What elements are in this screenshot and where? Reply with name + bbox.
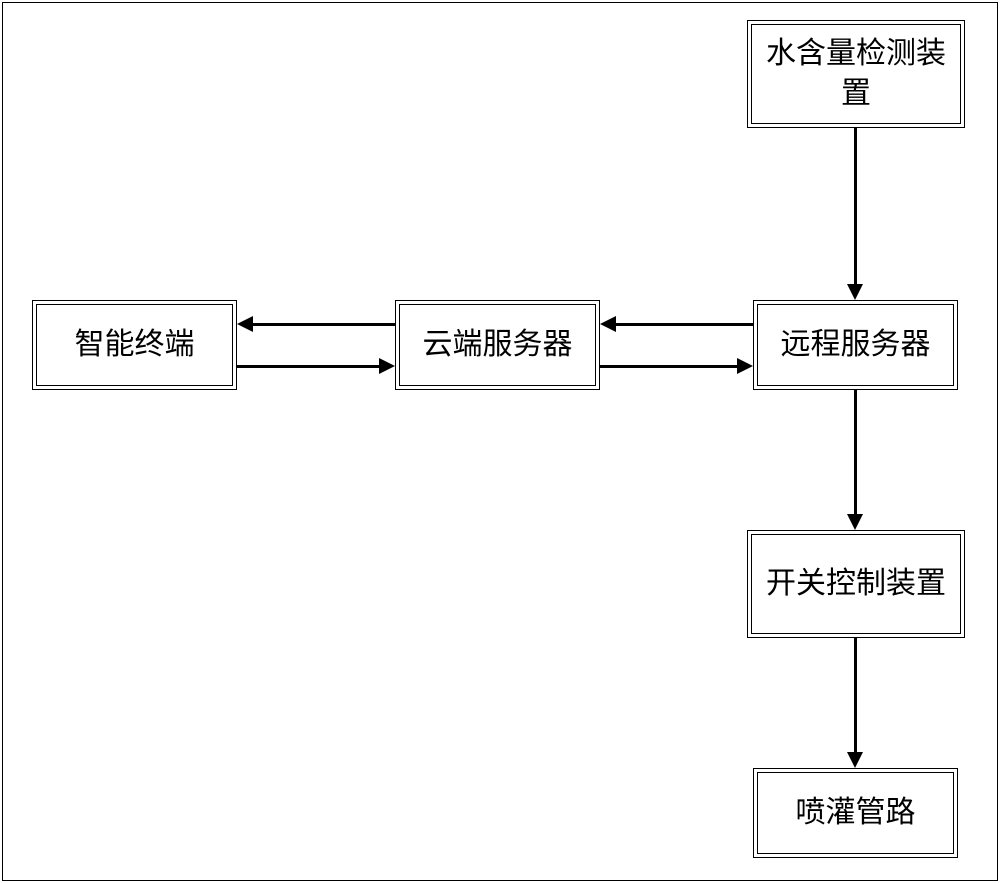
edge-cloud_server-to-smart_terminal [253,323,395,326]
edge-switch_ctrl-to-irrigation [854,638,857,752]
arrowhead-icon [847,514,863,530]
node-remote_server: 远程服务器 [753,300,958,390]
edge-water_detect-to-remote_server [854,128,857,284]
node-label-water_detect: 水含量检测装置 [751,24,961,124]
node-label-switch_ctrl: 开关控制装置 [751,534,961,634]
arrowhead-icon [737,358,753,374]
node-switch_ctrl: 开关控制装置 [747,530,965,638]
arrowhead-icon [237,316,253,332]
outer-frame [2,2,998,881]
edge-smart_terminal-to-cloud_server [237,365,379,368]
edge-cloud_server-to-remote_server [600,365,737,368]
node-label-smart_terminal: 智能终端 [36,304,233,386]
edge-remote_server-to-switch_ctrl [854,390,857,514]
node-cloud_server: 云端服务器 [395,300,600,390]
node-irrigation: 喷灌管路 [753,768,958,858]
arrowhead-icon [600,316,616,332]
edge-remote_server-to-cloud_server [616,323,753,326]
node-smart_terminal: 智能终端 [32,300,237,390]
node-label-cloud_server: 云端服务器 [399,304,596,386]
node-label-irrigation: 喷灌管路 [757,772,954,854]
arrowhead-icon [847,752,863,768]
node-label-remote_server: 远程服务器 [757,304,954,386]
arrowhead-icon [379,358,395,374]
node-water_detect: 水含量检测装置 [747,20,965,128]
arrowhead-icon [847,284,863,300]
